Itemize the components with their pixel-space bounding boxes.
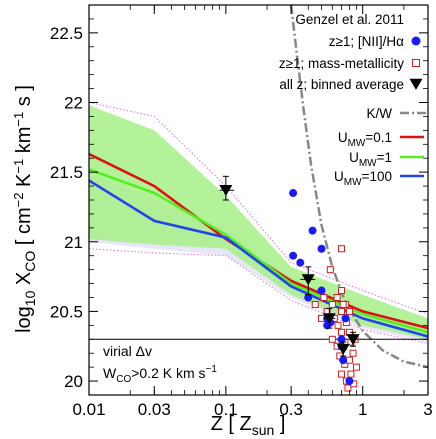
point-nii xyxy=(337,335,346,344)
point-nii xyxy=(289,251,298,260)
point-mm xyxy=(326,266,334,274)
y-tick-label: 20.5 xyxy=(50,302,83,321)
point-mm xyxy=(338,370,346,378)
line-u100 xyxy=(89,179,428,338)
x-tick-label: 0.03 xyxy=(138,400,171,419)
legend-marker-mm-box xyxy=(412,59,420,67)
y-tick-label: 21.5 xyxy=(50,163,83,182)
point-nii xyxy=(296,258,305,267)
virial-annotation: virial Δv WCO>0.2 K km s−1 xyxy=(103,343,217,385)
point-nii xyxy=(308,226,317,235)
legend-marker-mm xyxy=(412,59,420,67)
point-avg xyxy=(346,334,360,346)
point-mm xyxy=(338,287,346,295)
legend-marker-avg-tri xyxy=(409,78,423,90)
x-axis-title: Z [ Zsun ] xyxy=(211,413,286,438)
point-nii xyxy=(304,293,313,302)
x-tick-label: 0.01 xyxy=(72,400,105,419)
point-mm xyxy=(328,335,336,343)
point-mm xyxy=(338,307,346,315)
y-axis-title: log10 XCO [ cm−2 K−1 km−1 s ] xyxy=(11,85,38,333)
legend-text-u100: UMW=100 xyxy=(334,169,392,188)
annotation-line1: virial Δv xyxy=(103,343,152,359)
axis-ticks: 0.01 0.03 0.1 0.3 1 3 20 20.5 21 21.5 22 22.5 xyxy=(50,5,433,419)
point-mm xyxy=(320,294,328,301)
x-tick-label: 1 xyxy=(358,400,367,419)
y-tick-label: 20 xyxy=(64,372,83,391)
legend-title: Genzel et al. 2011 xyxy=(295,12,404,27)
model-bands xyxy=(89,102,428,344)
legend-marker-avg xyxy=(409,78,423,90)
point-nii xyxy=(345,377,354,386)
legend-text-kw: K/W xyxy=(367,106,393,121)
x-tick-label: 0.3 xyxy=(279,400,303,419)
y-tick-label: 22.5 xyxy=(50,24,83,43)
y-tick-label: 21 xyxy=(64,233,83,252)
x-tick-label: 0.1 xyxy=(214,400,238,419)
line-u1 xyxy=(89,168,428,334)
point-mm xyxy=(328,300,336,308)
point-mm xyxy=(338,328,346,336)
point-nii xyxy=(339,356,348,365)
point-nii xyxy=(317,244,326,253)
point-mm xyxy=(345,356,353,364)
point-nii xyxy=(341,314,350,323)
legend-text-u01: UMW=0.1 xyxy=(338,130,392,149)
y-tick-label: 22 xyxy=(64,94,83,113)
legend-text-mm: z≥1; mass-metallicity xyxy=(279,56,404,71)
annotation-line2: WCO>0.2 K km s−1 xyxy=(103,364,217,385)
legend-text-avg: all z; binned average xyxy=(279,77,404,92)
point-mm xyxy=(345,307,353,315)
point-mm xyxy=(338,245,346,253)
point-avg xyxy=(301,274,315,286)
point-mm xyxy=(339,300,347,308)
point-mm xyxy=(347,370,355,378)
point-mm xyxy=(311,300,319,308)
point-mm xyxy=(349,349,357,357)
point-mm xyxy=(334,321,342,329)
point-avg xyxy=(322,313,336,325)
point-mm xyxy=(333,294,341,301)
line-kw xyxy=(289,5,428,369)
band-green xyxy=(89,105,428,340)
band-pink-lower xyxy=(89,248,428,344)
point-mm xyxy=(344,384,352,392)
point-avg xyxy=(219,185,233,197)
point-nii xyxy=(289,189,298,198)
legend-marker-nii-dot xyxy=(411,36,421,46)
x-tick-label: 3 xyxy=(423,400,432,419)
legend: Genzel et al. 2011 z≥1; [NII]/Hα z≥1; ma… xyxy=(279,12,426,188)
point-avg xyxy=(336,343,350,355)
legend-text-u1: UMW=1 xyxy=(349,150,392,169)
point-mm xyxy=(352,363,360,371)
legend-text-nii: z≥1; [NII]/Hα xyxy=(329,34,404,49)
point-nii xyxy=(317,286,326,295)
model-lines xyxy=(89,5,428,369)
legend-marker-nii xyxy=(411,36,421,46)
data-points xyxy=(219,175,360,392)
